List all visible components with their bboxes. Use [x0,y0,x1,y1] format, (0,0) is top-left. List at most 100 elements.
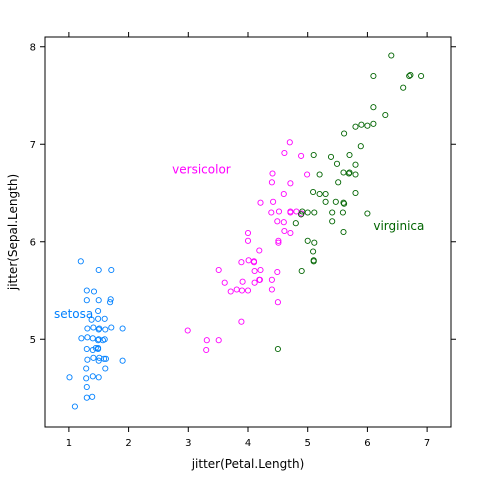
setosa-point [96,354,103,361]
setosa-point [95,266,102,274]
virginica-point [299,208,306,215]
versicolor-point [287,180,294,187]
y-tick-label: 8 [30,42,36,53]
versicolor-point [227,288,234,295]
setosa-point [107,299,114,306]
setosa-point [95,315,102,322]
virginica-point [407,71,414,79]
x-tick-label: 1 [66,438,72,449]
setosa-point [88,316,95,323]
virginica-point [332,198,339,205]
setosa-point [77,258,84,265]
versicolor-point [244,287,252,294]
setosa-point [99,337,106,344]
virginica-point [298,267,305,275]
x-tick-label: 4 [245,438,251,449]
versicolor-point [274,299,281,306]
versicolor-point [256,247,263,254]
setosa-label: setosa [54,307,93,321]
x-tick-label: 7 [424,438,430,449]
versicolor-point [286,139,293,146]
virginica-point [311,209,318,216]
setosa-point [102,355,109,362]
y-axis: 5 6 7 8 [30,42,456,346]
setosa-point [83,375,90,382]
virginica-point [400,84,407,91]
virginica-point [352,123,359,130]
data-points [66,52,425,410]
versicolor-point [203,337,210,344]
setosa-point [78,335,85,342]
versicolor-point [268,276,275,283]
versicolor-point [257,266,264,274]
y-axis-label: jitter(Sepal.Length) [6,174,20,291]
versicolor-point [281,227,288,235]
virginica-point [341,200,348,207]
virginica-point [352,161,359,168]
virginica-point [406,72,413,80]
setosa-point [89,373,96,380]
virginica-point [329,209,336,216]
versicolor-point [270,198,277,205]
setosa-point [102,365,109,372]
versicolor-label: versicolor [172,163,231,177]
virginica-point [310,151,317,159]
virginica-point [333,160,341,167]
versicolor-point [274,218,281,225]
virginica-point [364,122,371,129]
setosa-point [90,354,97,361]
setosa-point [83,394,90,401]
x-tick-label: 2 [125,438,131,449]
y-tick-label: 6 [30,237,36,248]
x-tick-label: 6 [364,438,370,449]
setosa-point [95,307,102,315]
versicolor-point [244,229,252,237]
versicolor-point [221,279,228,286]
virginica-point [357,143,364,150]
virginica-point [370,104,377,111]
setosa-point [95,374,102,381]
setosa-point [108,324,115,331]
versicolor-point [256,276,263,283]
versicolor-point [298,152,305,159]
virginica-label: virginica [373,219,424,233]
versicolor-point [304,171,311,178]
virginica-point [310,248,317,255]
versicolor-point [287,229,294,237]
virginica-point [310,258,317,265]
versicolor-point [215,337,222,344]
versicolor-point [239,278,246,285]
setosa-point [71,403,78,410]
versicolor-point [215,266,222,274]
x-axis: 1 2 3 4 5 6 7 [66,32,430,449]
virginica-point [304,237,311,244]
versicolor-point [244,237,252,244]
virginica-point [382,111,389,119]
versicolor-point [269,170,276,177]
versicolor-point [287,209,294,216]
virginica-point [346,151,353,159]
virginica-point [340,228,347,236]
setosa-point [83,345,90,353]
versicolor-point [257,199,264,206]
virginica-point [340,169,347,176]
setosa-point [95,357,102,364]
versicolor-point [184,327,191,334]
versicolor-point [268,286,275,293]
y-tick-label: 5 [30,335,36,346]
versicolor-point [251,267,258,275]
virginica-point [310,188,317,196]
y-tick-label: 7 [30,140,36,151]
setosa-point [66,374,73,381]
virginica-point [341,130,348,137]
virginica-point [298,211,305,218]
versicolor-point [268,209,275,216]
setosa-point [119,357,126,364]
setosa-point [84,325,91,332]
x-tick-label: 3 [185,438,191,449]
versicolor-point [251,279,258,286]
setosa-point [84,334,91,341]
virginica-point [352,189,359,197]
